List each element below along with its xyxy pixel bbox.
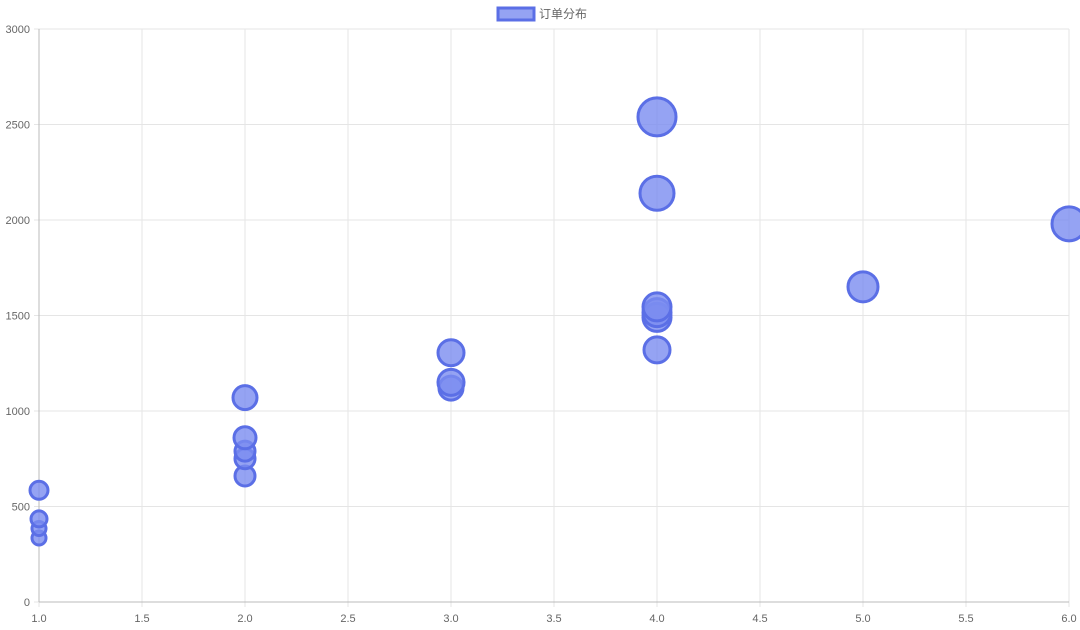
x-tick-label: 2.5 [340,613,355,625]
x-tick-label: 5.5 [958,613,973,625]
axes [38,29,1069,603]
x-tick-label: 3.0 [443,613,458,625]
x-tick-label: 5.0 [855,613,870,625]
bubble-point[interactable] [846,270,880,304]
y-tick-label: 1500 [6,311,30,323]
x-tick-label: 6.0 [1061,613,1076,625]
bubble-point[interactable] [29,509,49,529]
x-tick-label: 3.5 [546,613,561,625]
legend-swatch[interactable] [496,6,536,22]
x-tick-label: 4.5 [752,613,767,625]
y-tick-label: 500 [12,502,30,514]
bubble-point[interactable] [638,174,676,212]
x-tick-label: 1.0 [31,613,46,625]
bubble-point[interactable] [642,335,672,365]
bubble-point[interactable] [1050,205,1080,243]
legend-label[interactable]: 订单分布 [539,7,587,21]
bubble-point[interactable] [641,291,673,323]
bubble-point[interactable] [436,367,466,397]
bubble-series [28,96,1080,547]
y-tick-label: 2000 [6,215,30,227]
bubble-point[interactable] [636,96,678,138]
y-tick-labels: 0 500 1000 1500 2000 2500 3000 [6,24,30,609]
bubble-point[interactable] [231,384,259,412]
x-tick-label: 2.0 [237,613,252,625]
y-tick-label: 0 [24,597,30,609]
bubble-point[interactable] [232,425,258,451]
legend[interactable]: 订单分布 [496,6,587,22]
x-tick-label: 4.0 [649,613,664,625]
bubble-point[interactable] [436,338,466,368]
y-tick-label: 3000 [6,24,30,36]
x-tick-labels: 1.0 1.5 2.0 2.5 3.0 3.5 4.0 4.5 5.0 5.5 6.0 [31,613,1076,625]
y-tick-label: 1000 [6,406,30,418]
bubble-point[interactable] [28,479,50,501]
grid [34,28,1070,607]
y-tick-label: 2500 [6,120,30,132]
x-tick-label: 1.5 [134,613,149,625]
